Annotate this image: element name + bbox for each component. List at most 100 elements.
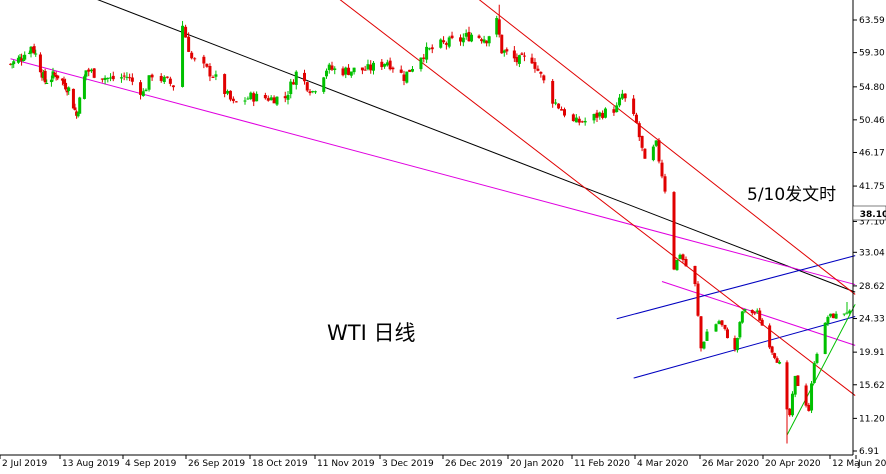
candle-body	[485, 40, 489, 44]
x-tick-label: 11 Feb 2020	[574, 459, 630, 469]
trendline-green-support	[786, 304, 856, 436]
x-tick-label: 2 Jul 2019	[2, 459, 47, 469]
candle-body	[623, 93, 627, 99]
y-tick-label: 19.91	[859, 348, 885, 358]
candle-body	[583, 120, 587, 123]
candle-body	[344, 67, 348, 75]
trendline-black-resistance	[97, 0, 856, 293]
x-tick-label: 18 Oct 2019	[252, 459, 308, 469]
candle-body	[447, 37, 451, 47]
candle-body	[84, 70, 88, 77]
candle-body	[410, 68, 414, 72]
candle-body	[234, 101, 238, 103]
candle-body	[634, 114, 638, 123]
candle-body	[333, 68, 337, 70]
candle-body	[733, 338, 737, 350]
candle-body	[735, 337, 739, 351]
x-tick-label: 12 Ma	[832, 459, 860, 469]
x-tick-label: 20 Jan 2020	[510, 459, 564, 469]
candle-body	[89, 69, 93, 72]
candle-body	[322, 77, 326, 92]
candle-body	[826, 316, 830, 324]
candle-body	[444, 43, 448, 45]
candle-body	[165, 76, 169, 78]
candle-body	[505, 49, 509, 52]
candle-body	[459, 37, 463, 42]
candle-body	[23, 54, 27, 60]
x-tick-label: 4 Mar 2020	[637, 459, 689, 469]
candle-body	[292, 82, 295, 85]
candle-body	[82, 76, 86, 99]
candle-body	[32, 46, 36, 54]
y-tick-label: 59.30	[859, 49, 885, 59]
x-tick-label: 13 Aug 2019	[62, 459, 120, 469]
candle-body	[87, 69, 91, 72]
y-tick-label: 6.91	[859, 447, 879, 457]
candle-body	[750, 310, 754, 314]
candle-body	[425, 46, 429, 60]
candle-body	[615, 105, 619, 113]
candle-body	[542, 75, 546, 81]
candle-body	[75, 111, 79, 116]
candle-body	[202, 56, 206, 64]
candle-body	[829, 313, 833, 317]
candle-body	[34, 53, 38, 55]
candle-body	[675, 259, 679, 271]
chart-title: WTI 日线	[327, 321, 415, 345]
candle-body	[366, 64, 370, 70]
candle-body	[347, 67, 351, 75]
candle-body	[477, 35, 481, 38]
trendline-red-channel-upper	[478, 0, 856, 295]
candle-body	[399, 69, 403, 73]
candle-body	[314, 91, 317, 93]
candle-body	[327, 64, 331, 71]
candle-body	[419, 57, 423, 70]
candle-body	[67, 87, 71, 92]
candle-body	[450, 35, 454, 39]
candle-body	[38, 54, 42, 73]
candle-body	[263, 95, 267, 99]
candle-body	[515, 57, 519, 63]
candle-body	[804, 385, 808, 406]
candle-body	[286, 94, 290, 100]
candle-body	[427, 48, 431, 50]
candle-body	[560, 109, 564, 111]
candle-body	[785, 362, 789, 410]
candle-body	[612, 109, 616, 113]
candle-body	[725, 329, 729, 339]
x-tick-label: 26 Sep 2019	[188, 459, 245, 469]
candle-body	[598, 112, 602, 117]
candle-body	[65, 90, 69, 93]
candle-body	[78, 97, 82, 114]
candle-body	[467, 31, 471, 42]
candle-body	[130, 77, 134, 82]
x-tick-label: 20 Apr 2020	[765, 459, 821, 469]
candle-body	[162, 76, 166, 83]
candle-body	[252, 93, 256, 102]
candle-body	[40, 72, 44, 78]
y-axis: 63.59 59.30 54.80 50.46 46.17 41.75 37.10 33.04…	[853, 16, 885, 457]
candle-body	[122, 75, 126, 77]
candle-body	[793, 375, 797, 395]
candle-body	[470, 34, 474, 42]
candle-body	[18, 56, 22, 60]
candle-body	[125, 76, 129, 78]
candle-body	[815, 353, 819, 363]
candle-body	[632, 98, 636, 114]
candle-body	[249, 92, 253, 100]
candle-body	[517, 55, 521, 64]
candle-body	[660, 162, 664, 177]
x-tick-label: 26 Mar 2020	[702, 459, 759, 469]
candle-body	[520, 53, 524, 55]
candle-body	[325, 70, 328, 77]
candle-body	[657, 140, 661, 162]
candle-body	[144, 89, 148, 92]
candle-body	[56, 75, 60, 79]
candle-body	[464, 33, 468, 37]
trendline-blue-upper	[616, 255, 856, 320]
candle-body	[539, 71, 543, 74]
candle-body	[266, 98, 270, 101]
candle-body	[536, 68, 540, 71]
candle-body	[385, 62, 389, 66]
